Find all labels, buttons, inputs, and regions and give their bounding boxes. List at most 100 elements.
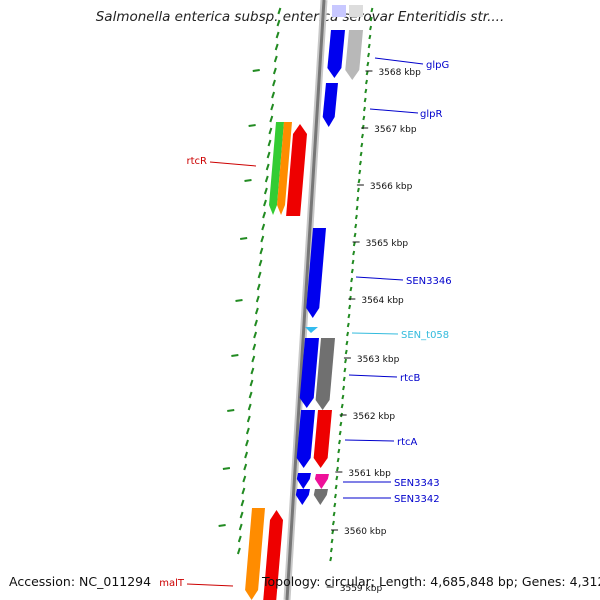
gc-dash-left xyxy=(272,67,277,75)
cds-feature[interactable] xyxy=(349,5,363,17)
gene-arrow[interactable] xyxy=(315,338,335,410)
gc-dash-right xyxy=(358,169,362,175)
gc-dash-left xyxy=(275,31,280,39)
gene-arrow[interactable] xyxy=(286,124,307,216)
gene-arrow[interactable] xyxy=(313,489,328,505)
gc-dash-right xyxy=(355,205,359,211)
genes-value: 4,312 xyxy=(569,574,600,589)
gene-arrow[interactable] xyxy=(314,474,329,489)
topology-label: Topology: xyxy=(262,574,321,589)
gene-arrow[interactable] xyxy=(295,489,310,505)
gc-dash-right xyxy=(335,475,339,481)
gene-leader-line xyxy=(209,161,257,167)
gc-dash-left xyxy=(243,463,248,471)
gc-dash-right xyxy=(354,223,358,229)
gc-dash-right xyxy=(362,115,366,121)
gc-dash-left xyxy=(262,211,267,219)
gc-dash-left xyxy=(247,403,252,411)
gc-dash-left xyxy=(266,151,271,159)
gene-label-malt[interactable]: malT xyxy=(159,578,185,589)
gc-dash-left xyxy=(253,331,258,339)
gc-dash-left xyxy=(263,199,267,207)
gene-arrow[interactable] xyxy=(277,122,292,215)
gc-dash-right xyxy=(331,520,335,526)
gc-dash-left xyxy=(238,523,243,531)
gc-dash-right xyxy=(333,502,337,508)
gene-arrow[interactable] xyxy=(296,410,315,468)
gc-dash-right xyxy=(365,70,369,76)
gc-peak xyxy=(252,69,260,72)
gene-arrow[interactable] xyxy=(313,410,332,468)
gc-dash-right xyxy=(342,385,346,391)
gene-arrow[interactable] xyxy=(296,473,311,489)
topology-value: circular xyxy=(324,574,371,589)
gc-dash-right xyxy=(345,340,349,346)
scale-label: 3559 kbp xyxy=(340,584,383,594)
gc-dash-right xyxy=(360,133,364,139)
gc-dash-left xyxy=(258,259,263,267)
accession-value: NC_011294 xyxy=(79,574,152,589)
gc-dash-left xyxy=(254,319,258,327)
gc-dash-right xyxy=(343,367,347,373)
gene-arrow[interactable] xyxy=(263,510,283,600)
gc-dash-right xyxy=(350,277,354,283)
accession-label: Accession: xyxy=(9,574,76,589)
gc-dash-right xyxy=(365,79,368,85)
gc-dash-right xyxy=(341,394,345,400)
gene-arrow[interactable] xyxy=(327,30,345,78)
gc-dash-left xyxy=(249,379,254,387)
gc-dash-right xyxy=(348,304,352,310)
trna-marker[interactable] xyxy=(305,327,318,333)
gc-dash-right xyxy=(329,556,333,562)
gc-dash-left xyxy=(252,343,257,351)
gc-dash-right xyxy=(331,529,335,535)
gc-dash-left xyxy=(261,223,266,231)
gene-arrow[interactable] xyxy=(306,228,326,318)
gene-label-rtca[interactable]: rtcA xyxy=(397,437,418,448)
gc-dash-right xyxy=(368,34,372,40)
cds-feature[interactable] xyxy=(332,5,346,17)
gc-dash-left xyxy=(271,91,276,99)
gene-label-rtcb[interactable]: rtcB xyxy=(400,373,421,384)
gc-dash-right xyxy=(359,151,363,157)
gene-arrow[interactable] xyxy=(322,83,338,127)
gc-dash-right xyxy=(357,178,361,184)
gc-dash-right xyxy=(367,52,370,58)
accession-info: Accession: NC_011294 xyxy=(9,574,151,589)
gene-label-glpr[interactable]: glpR xyxy=(420,109,442,120)
gene-label-sen3346[interactable]: SEN3346 xyxy=(406,276,452,287)
gene-arrow[interactable] xyxy=(245,508,265,600)
gene-arrow[interactable] xyxy=(269,122,284,215)
gc-dash-left xyxy=(263,187,268,195)
scale-label: 3562 kbp xyxy=(353,412,396,422)
genome-summary: Topology: circular; Length: 4,685,848 bp… xyxy=(262,574,600,589)
gc-dash-left xyxy=(245,439,249,447)
gc-peak xyxy=(240,237,248,240)
gc-dash-left xyxy=(244,451,249,459)
gc-dash-left xyxy=(264,175,269,183)
gc-dash-left xyxy=(272,79,276,87)
gc-dash-right xyxy=(364,88,368,94)
gc-dash-right xyxy=(353,232,357,238)
gene-leader-line xyxy=(369,108,419,114)
gene-label-rtcr[interactable]: rtcR xyxy=(187,156,208,167)
gc-dash-right xyxy=(356,196,360,202)
gc-dash-right xyxy=(340,403,344,409)
length-value: 4,685,848 bp xyxy=(430,574,514,589)
gene-label-sen3342[interactable]: SEN3342 xyxy=(394,494,440,505)
gc-dash-left xyxy=(242,475,247,483)
gc-dash-right xyxy=(344,349,348,355)
gene-label-sen_t058[interactable]: SEN_t058 xyxy=(401,330,449,341)
gc-dash-left xyxy=(274,43,279,51)
gene-arrow[interactable] xyxy=(345,30,363,80)
gc-dash-right xyxy=(336,466,339,472)
gene-leader-line xyxy=(348,374,398,378)
gc-dash-left xyxy=(237,535,242,543)
gc-dash-right xyxy=(347,313,351,319)
gene-arrow[interactable] xyxy=(299,338,319,408)
gene-label-sen3343[interactable]: SEN3343 xyxy=(394,478,440,489)
gene-label-glpg[interactable]: glpG xyxy=(426,60,449,71)
gc-dash-right xyxy=(370,7,374,13)
gc-dash-left xyxy=(241,487,246,495)
